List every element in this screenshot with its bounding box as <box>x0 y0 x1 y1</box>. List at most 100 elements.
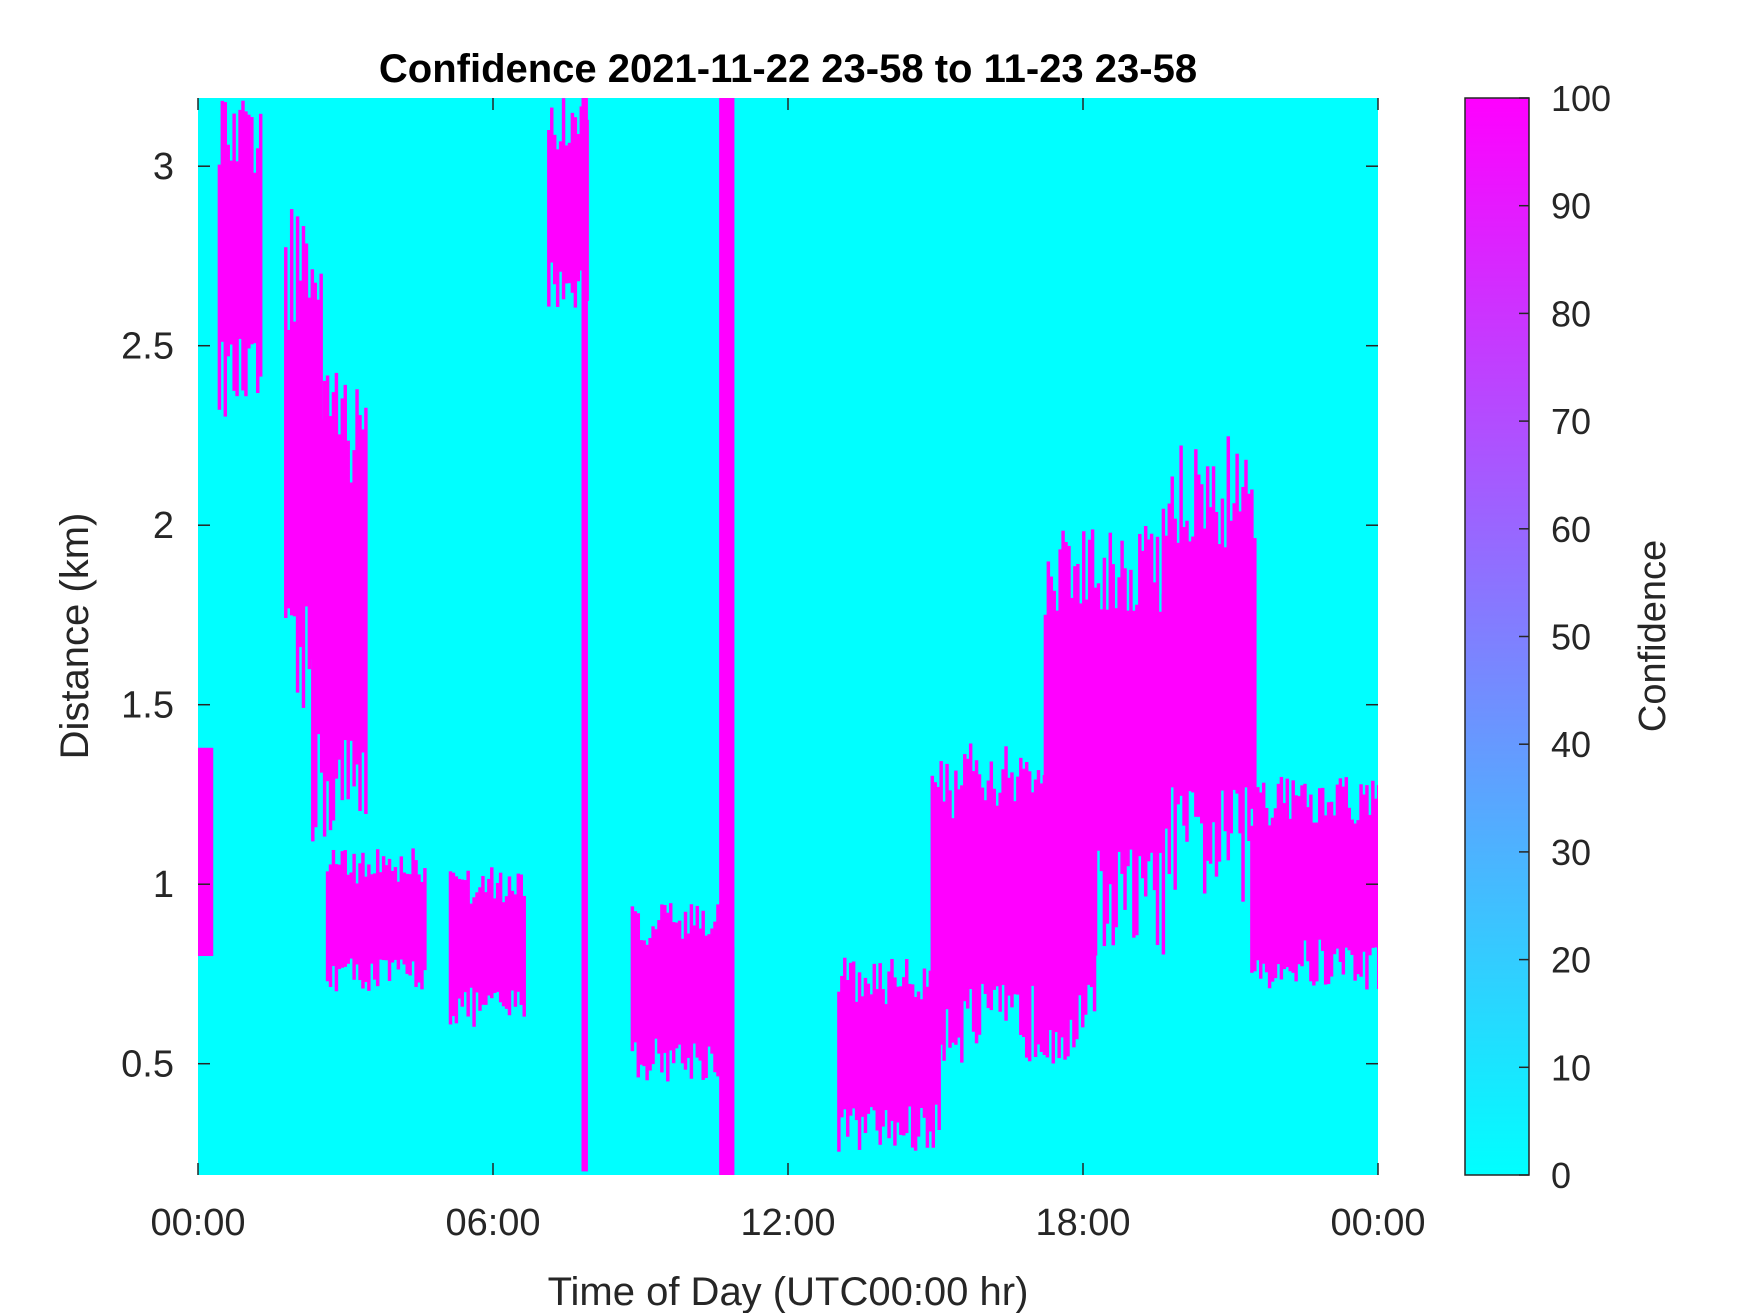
heatmap-cell <box>198 747 202 957</box>
heatmap-cell <box>203 747 208 957</box>
heatmap-cell <box>986 780 991 1009</box>
heatmap-cell <box>1350 819 1354 955</box>
heatmap-cell <box>346 874 350 964</box>
heatmap-cell <box>728 98 732 1175</box>
heatmap-cell <box>229 160 233 345</box>
heatmap-cell <box>1377 784 1378 990</box>
heatmap-cell <box>725 98 729 1175</box>
colorbar-tick-label: 40 <box>1551 724 1591 765</box>
heatmap-cell <box>992 788 996 990</box>
heatmap-cell <box>355 389 359 765</box>
heatmap-cell <box>244 111 248 397</box>
heatmap-cell <box>328 416 333 831</box>
heatmap-cell <box>573 117 578 308</box>
heatmap-cell <box>936 786 940 1039</box>
colorbar-tick-label: 30 <box>1551 832 1591 873</box>
heatmap-cell <box>837 991 841 1152</box>
heatmap-cell <box>1161 508 1166 816</box>
heatmap-cell <box>1126 610 1130 867</box>
heatmap-cell <box>343 384 347 741</box>
x-tick-label: 12:00 <box>740 1202 835 1244</box>
heatmap-cell <box>513 894 518 1007</box>
heatmap-cell <box>235 161 239 397</box>
heatmap-cell <box>1312 822 1316 986</box>
heatmap-cell <box>1093 587 1098 956</box>
y-tick-label: 2.5 <box>121 326 174 368</box>
heatmap-cell <box>1084 599 1089 884</box>
y-axis-label: Distance (km) <box>53 513 97 760</box>
heatmap-cell <box>558 141 563 272</box>
heatmap-cell <box>358 415 362 812</box>
heatmap-cell <box>1191 536 1195 793</box>
heatmap-cell <box>1030 792 1035 986</box>
heatmap-cell <box>1315 822 1319 982</box>
heatmap-cell <box>550 107 554 263</box>
colorbar-label: Confidence <box>1632 540 1674 732</box>
heatmap-cell <box>1111 564 1115 946</box>
heatmap-cell <box>1070 597 1074 933</box>
heatmap-cell <box>1214 511 1219 877</box>
heatmap-cell <box>1276 783 1281 965</box>
heatmap-cell <box>1072 818 1076 1048</box>
heatmap-cell <box>1247 493 1251 842</box>
heatmap-cell <box>872 963 877 1111</box>
heatmap-cell <box>232 113 236 391</box>
heatmap-cell <box>322 380 327 837</box>
heatmap-cell <box>1250 489 1254 809</box>
heatmap-cell <box>860 996 865 1117</box>
heatmap-cell <box>1022 768 1026 1038</box>
heatmap-cell <box>869 994 874 1108</box>
heatmap-cell <box>1253 538 1257 813</box>
heatmap-cell <box>922 968 927 1118</box>
heatmap-cell <box>1374 798 1378 948</box>
heatmap-cell <box>495 882 500 992</box>
heatmap-cell <box>1058 549 1062 908</box>
heatmap-cell <box>223 102 228 417</box>
heatmap-cell <box>1043 614 1048 920</box>
heatmap-cell <box>902 977 906 1136</box>
heatmap-cell <box>1152 582 1157 891</box>
heatmap-cell <box>343 850 347 967</box>
heatmap-cell <box>375 849 380 987</box>
heatmap-cell <box>325 375 330 782</box>
heatmap-cell <box>331 392 336 821</box>
heatmap-cell <box>1052 590 1056 950</box>
heatmap-cell <box>367 864 371 991</box>
heatmap-cell <box>390 870 395 963</box>
heatmap-cell <box>463 880 467 993</box>
heatmap-cell <box>1061 530 1065 848</box>
heatmap-cell <box>352 450 356 787</box>
heatmap-cell <box>247 114 251 349</box>
heatmap-cell <box>253 172 257 344</box>
heatmap-cell <box>866 983 871 1114</box>
heatmap-cell <box>963 754 967 1002</box>
heatmap-cell <box>361 429 365 753</box>
heatmap-cell <box>654 929 658 1039</box>
heatmap-cell <box>1158 611 1163 853</box>
colorbar-tick-label: 20 <box>1551 940 1591 981</box>
heatmap-cell <box>1024 761 1029 1058</box>
heatmap-cell <box>1267 825 1272 989</box>
heatmap-cell <box>337 864 342 970</box>
heatmap-cell <box>1087 539 1092 929</box>
heatmap-cell <box>393 867 398 960</box>
heatmap-cell <box>584 98 588 1172</box>
heatmap-cell <box>1083 754 1088 1015</box>
heatmap-cell <box>695 905 700 1058</box>
heatmap-cell <box>564 145 569 284</box>
heatmap-cell <box>1039 783 1044 1052</box>
heatmap-cell <box>910 984 915 1148</box>
heatmap-cell <box>501 902 506 1007</box>
heatmap-cell <box>863 977 868 1134</box>
heatmap-cell <box>1338 778 1343 962</box>
heatmap-cell <box>493 898 497 994</box>
heatmap-cell <box>405 873 409 974</box>
heatmap-cell <box>1353 823 1357 981</box>
heatmap-cell <box>1200 484 1204 824</box>
heatmap-cell <box>980 787 985 984</box>
heatmap-cell <box>1270 817 1275 982</box>
heatmap-cell <box>364 407 368 814</box>
heatmap-cell <box>1335 784 1340 949</box>
heatmap-cell <box>989 761 994 1011</box>
heatmap-cell <box>948 790 952 1048</box>
